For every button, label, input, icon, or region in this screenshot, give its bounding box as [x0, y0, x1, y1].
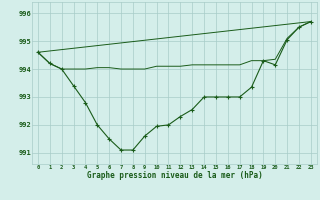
- X-axis label: Graphe pression niveau de la mer (hPa): Graphe pression niveau de la mer (hPa): [86, 171, 262, 180]
